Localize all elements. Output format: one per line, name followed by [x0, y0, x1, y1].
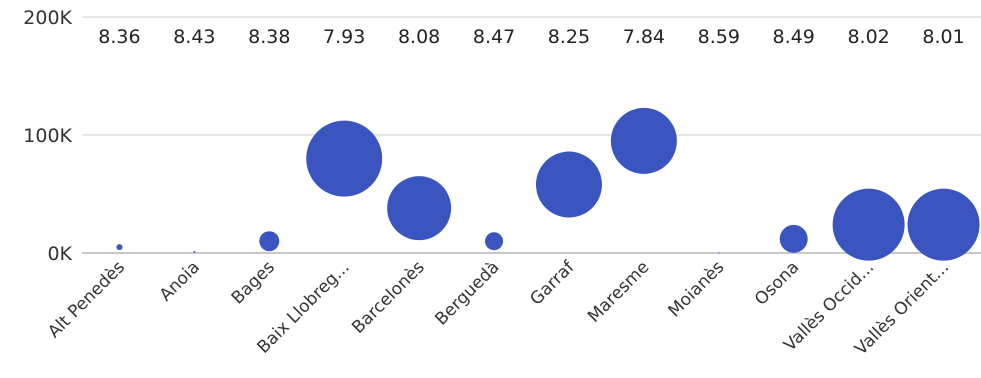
bubble-2[interactable]	[193, 250, 196, 253]
gridlines	[82, 16, 981, 254]
data-label: 8.25	[548, 26, 590, 48]
data-label: 8.36	[98, 26, 140, 48]
bubble-7[interactable]	[535, 151, 602, 218]
data-label: 8.43	[173, 26, 215, 48]
data-label: 8.38	[248, 26, 290, 48]
x-tick-label: Bages	[228, 257, 279, 308]
y-axis-ticks: 0K 100K 200K	[23, 7, 72, 265]
data-label: 8.01	[922, 26, 964, 48]
data-label: 7.84	[623, 26, 665, 48]
y-tick-label: 0K	[47, 243, 72, 265]
x-tick-label: Moianès	[664, 257, 728, 321]
x-tick-label: Barcelonès	[348, 257, 429, 338]
x-tick-label: Osona	[751, 257, 803, 309]
data-label: 8.59	[698, 26, 740, 48]
data-label: 8.47	[473, 26, 515, 48]
bubble-1[interactable]	[116, 244, 123, 251]
x-tick-label: Maresme	[584, 257, 653, 326]
x-tick-label: Anoia	[156, 257, 204, 305]
bubble-10[interactable]	[779, 224, 808, 253]
bubble-4[interactable]	[306, 120, 383, 197]
bubble-3[interactable]	[259, 231, 280, 252]
bubble-9[interactable]	[718, 252, 720, 254]
x-tick-label: Berguedà	[431, 257, 503, 329]
bubble-8[interactable]	[610, 107, 677, 174]
bubble-11[interactable]	[832, 188, 905, 261]
bubbles	[116, 107, 980, 261]
data-labels: 8.36 8.43 8.38 7.93 8.08 8.47 8.25 7.84 8.59 8.49…	[98, 26, 964, 48]
x-tick-label: Alt Penedès	[44, 257, 129, 342]
data-label: 8.02	[847, 26, 889, 48]
data-label: 8.49	[773, 26, 815, 48]
y-tick-label: 100K	[23, 125, 72, 147]
data-label: 8.08	[398, 26, 440, 48]
bubble-6[interactable]	[485, 232, 504, 251]
bubble-12[interactable]	[907, 188, 980, 261]
bubble-5[interactable]	[387, 176, 452, 241]
x-tick-label: Garraf	[526, 257, 579, 310]
data-label: 7.93	[323, 26, 365, 48]
y-tick-label: 200K	[23, 7, 72, 29]
